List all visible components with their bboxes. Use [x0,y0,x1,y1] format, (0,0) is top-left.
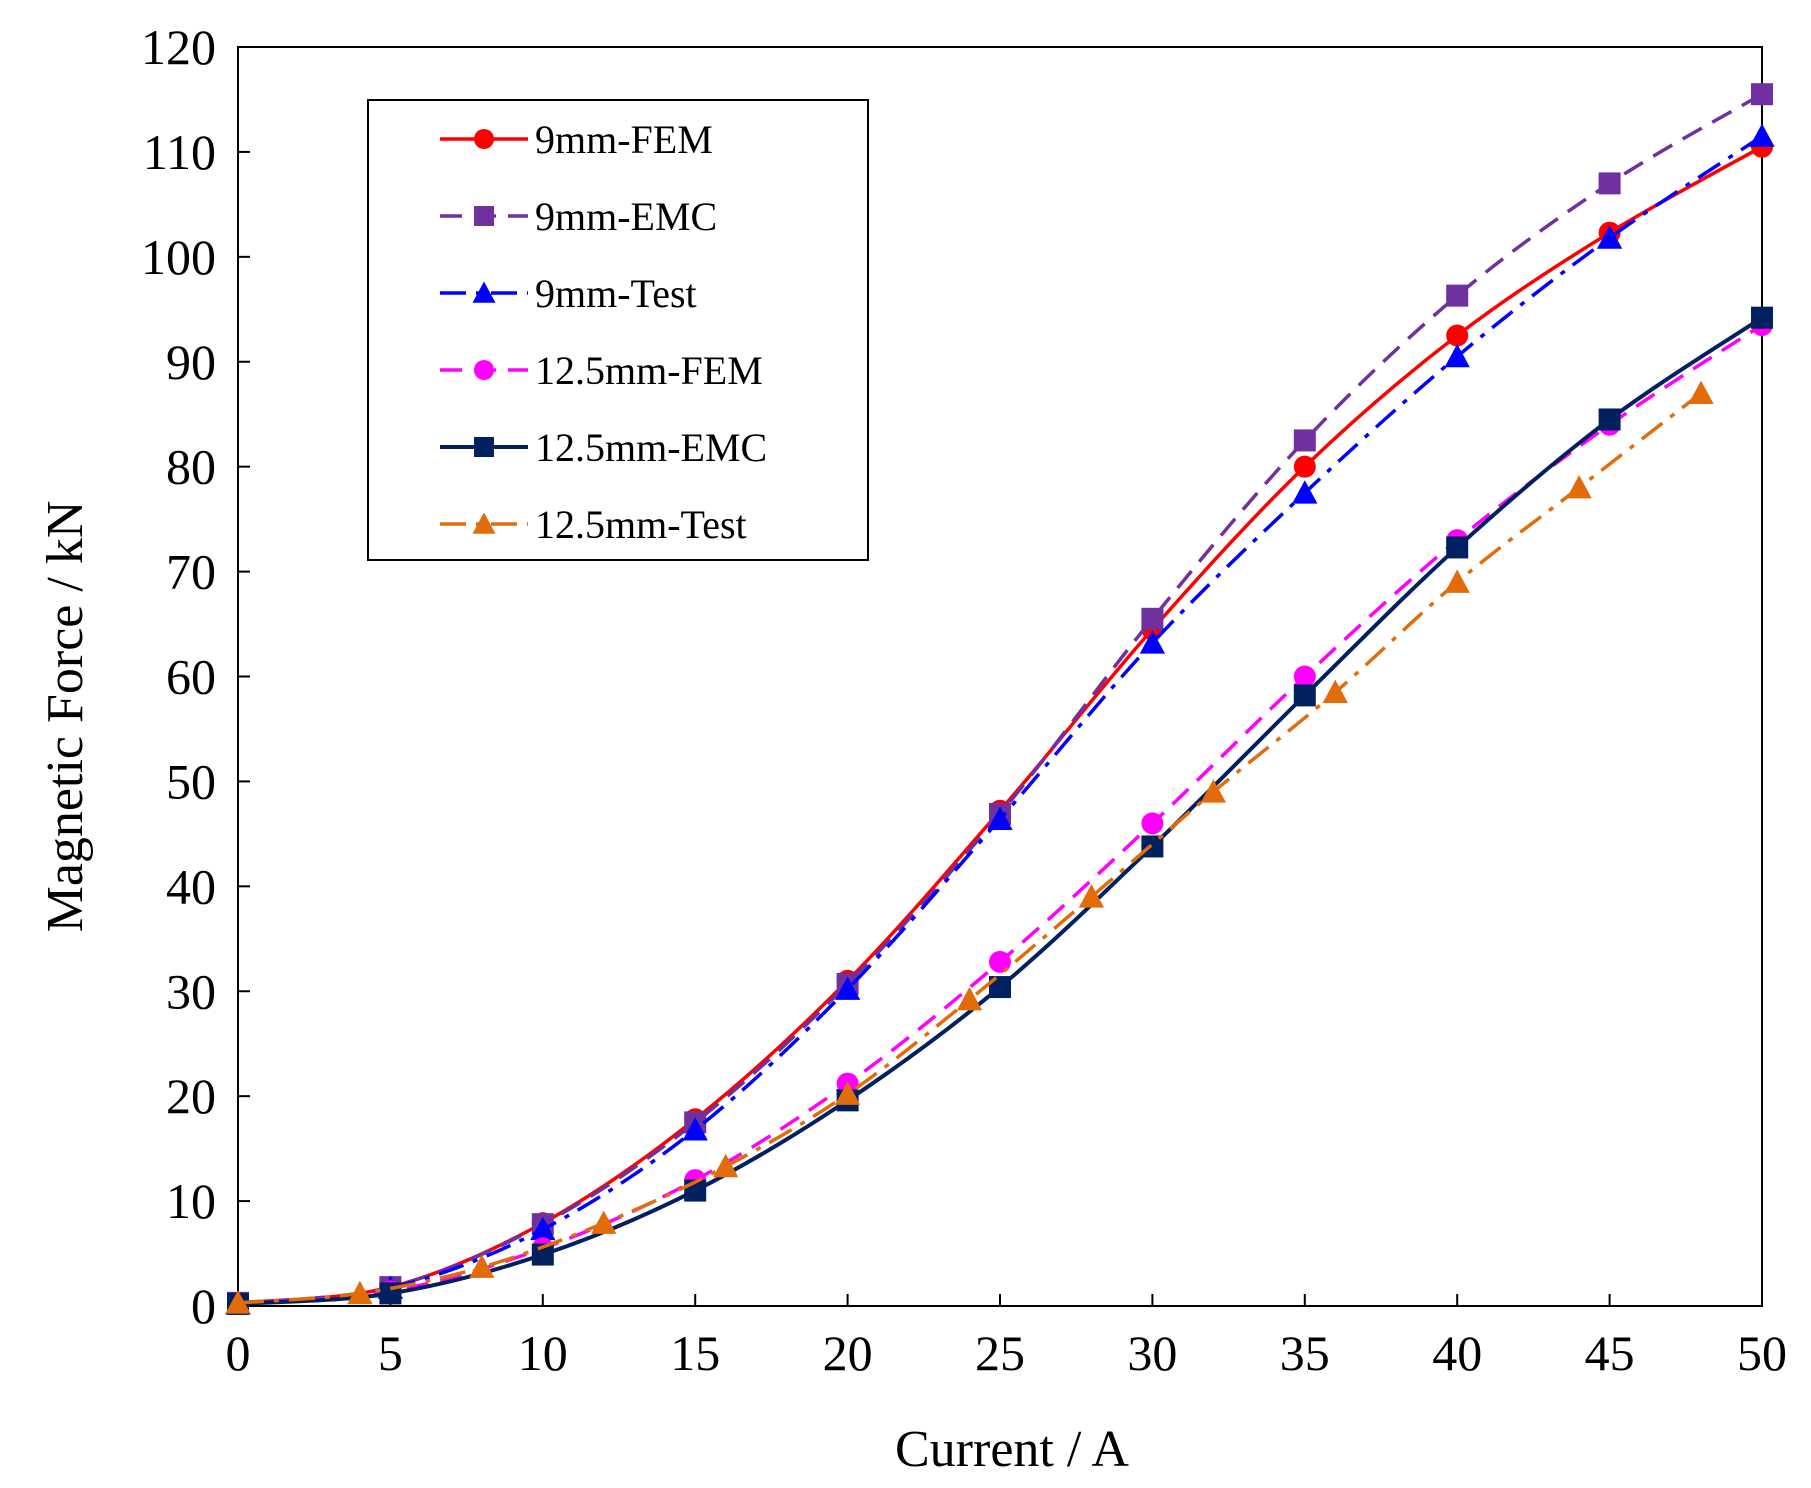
data-point [225,1290,251,1314]
y-axis-title: Magnetic Force / kN [37,501,94,933]
x-tick-label: 40 [1432,1325,1482,1381]
series-12-5mm-test [225,380,1714,1314]
y-tick-label: 110 [143,124,216,180]
y-axis-ticks: 0 10 20 30 40 50 60 70 80 90 100 110 120 [141,19,250,1334]
y-tick-label: 20 [166,1068,216,1124]
legend-marker [474,360,494,380]
data-point [531,1243,554,1266]
x-tick-label: 30 [1127,1325,1177,1381]
x-tick-label: 45 [1585,1325,1635,1381]
data-point [1292,480,1318,504]
y-tick-label: 40 [166,858,216,914]
data-point [1293,455,1316,478]
series-line [237,316,1764,1306]
x-tick-label: 10 [518,1325,568,1381]
series-line [237,323,1763,1306]
x-tick-label: 50 [1737,1325,1787,1381]
data-point [1598,408,1621,431]
y-tick-label: 90 [166,334,216,390]
data-point [1749,123,1775,147]
data-point [1293,665,1316,688]
legend-item: 9mm-Test [440,271,697,316]
y-tick-label: 70 [166,544,216,600]
data-point [1446,536,1469,559]
data-point [591,1210,617,1234]
x-tick-label: 15 [670,1325,720,1381]
y-tick-label: 120 [141,19,216,75]
y-tick-label: 10 [166,1173,216,1229]
legend-label: 12.5mm-FEM [535,348,763,393]
data-point [1444,569,1470,593]
legend-item: 12.5mm-EMC [440,425,767,470]
legend-item: 9mm-FEM [440,117,713,162]
data-point [530,1216,556,1241]
x-axis-title: Current / A [895,1421,1129,1478]
data-point [834,1081,861,1105]
y-tick-label: 80 [166,439,216,495]
data-point [713,1153,739,1178]
legend-box [367,99,869,561]
data-point [834,976,861,1000]
legend-marker [474,206,494,226]
x-tick-label: 20 [823,1325,873,1381]
legend-label: 9mm-FEM [535,117,713,162]
legend-item: 12.5mm-FEM [440,348,763,393]
y-tick-label: 0 [191,1278,216,1334]
data-point [956,986,983,1011]
data-point [989,976,1011,999]
y-tick-label: 100 [141,229,216,285]
data-point [1446,284,1469,307]
legend-item: 12.5mm-Test [440,502,747,547]
data-point [1596,225,1623,249]
data-point [1751,83,1773,106]
series-layer [225,83,1775,1315]
legend-item: 9mm-EMC [440,194,717,239]
data-point [1446,324,1469,347]
legend-label: 12.5mm-Test [535,502,747,547]
y-tick-label: 60 [166,649,216,705]
data-point [1598,172,1621,195]
x-tick-label: 5 [378,1325,403,1381]
data-point [1444,343,1470,368]
legend-marker [472,512,496,534]
data-point [989,950,1011,973]
x-tick-label: 25 [975,1325,1025,1381]
legend-marker [474,437,494,457]
y-tick-label: 50 [166,753,216,809]
data-point [1293,684,1316,707]
x-tick-label: 35 [1280,1325,1330,1381]
data-point [1141,812,1164,835]
data-point [1322,679,1348,703]
data-point [1139,630,1166,654]
data-point [1293,429,1316,452]
legend: 9mm-FEM 9mm-EMC 9mm-Test 12.5mm-FEM 12.5mm-E… [367,99,869,561]
legend-label: 9mm-EMC [535,194,717,239]
data-point [469,1254,495,1278]
data-point [1688,380,1714,404]
legend-marker [474,129,494,149]
data-point [347,1280,373,1305]
x-axis-ticks: 0 5 10 15 20 25 30 35 40 45 50 [226,1294,1787,1381]
series-line [237,92,1763,1305]
data-point [1141,607,1164,630]
legend-label: 9mm-Test [535,271,697,316]
data-point [1751,306,1773,329]
data-point [1200,779,1227,803]
series-line [237,134,1763,1306]
data-point [1566,475,1592,499]
data-point [1078,884,1105,908]
data-point [987,806,1013,830]
y-tick-label: 30 [166,963,216,1019]
legend-label: 12.5mm-EMC [535,425,767,470]
data-point [682,1117,708,1141]
legend-marker [472,281,496,303]
x-tick-label: 0 [226,1325,251,1381]
